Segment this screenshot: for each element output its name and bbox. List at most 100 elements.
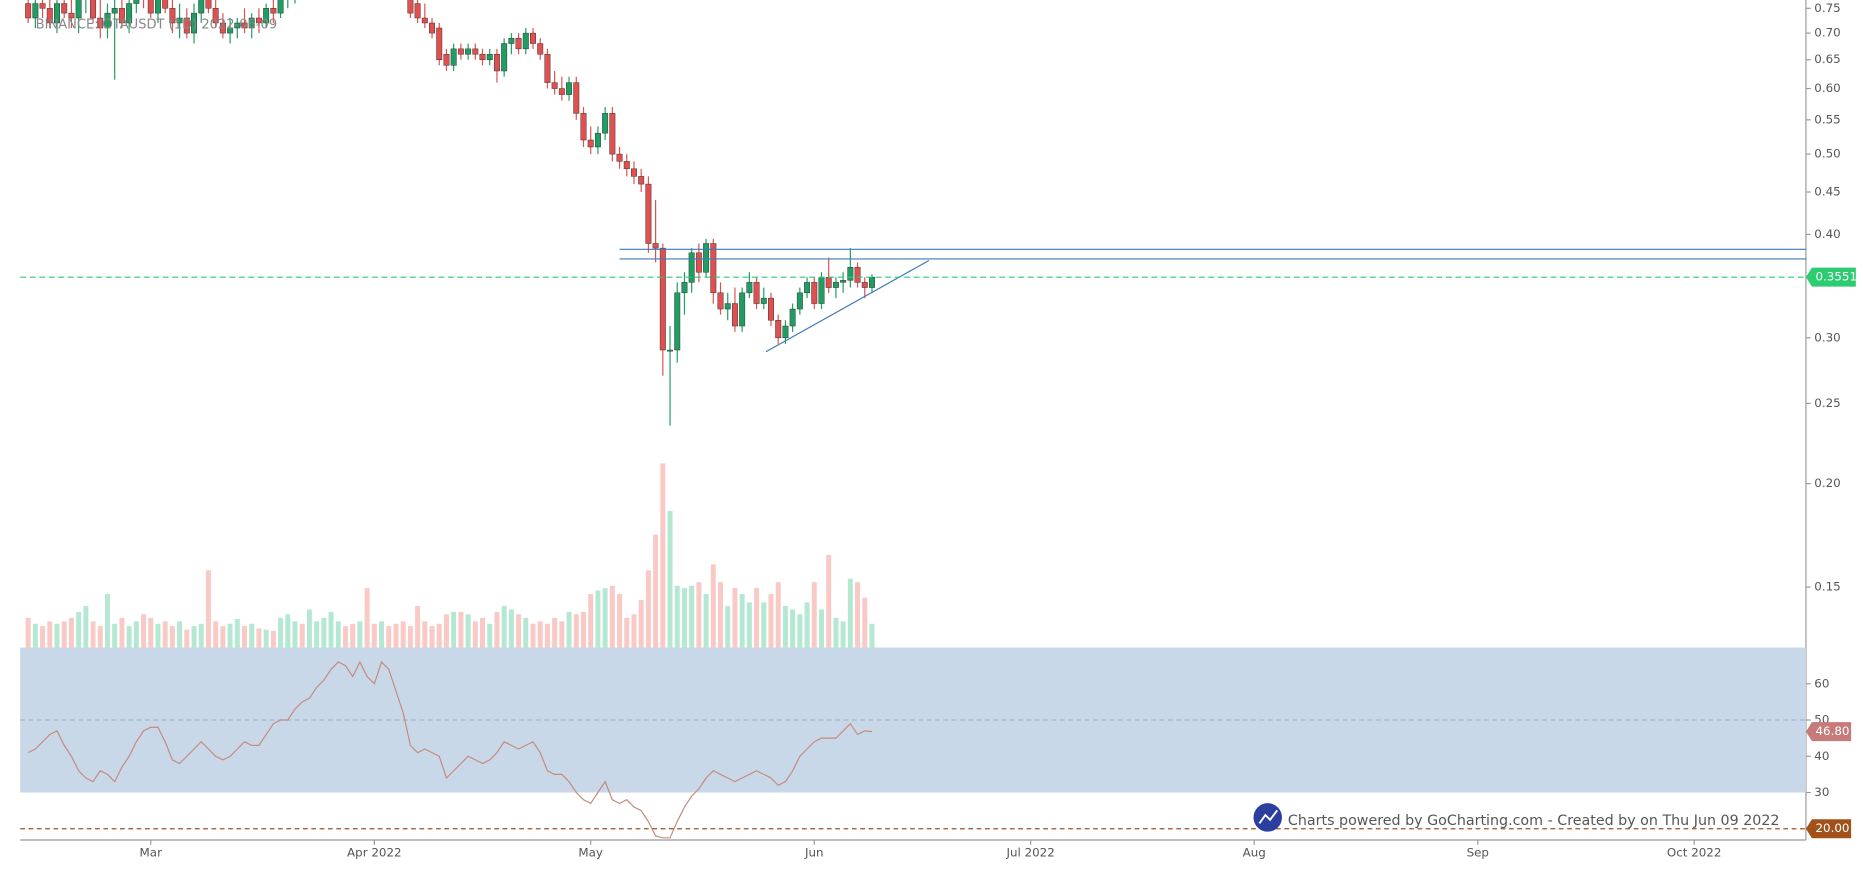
volume-bar: [429, 626, 435, 648]
x-tick-label: May: [578, 846, 603, 860]
volume-bar: [47, 621, 53, 648]
volume-bar: [126, 626, 132, 648]
x-tick-label: Jul 2022: [1005, 846, 1054, 860]
y-tick-label: 0.40: [1814, 227, 1840, 241]
volume-bar: [732, 588, 738, 648]
volume-bar: [83, 605, 89, 648]
volume-bar: [299, 623, 305, 648]
volume-bar: [689, 585, 695, 648]
volume-bar: [112, 623, 118, 648]
volume-bar: [213, 621, 219, 648]
candle-body: [248, 17, 255, 29]
background-layer: [20, 647, 1806, 793]
candle-body: [616, 153, 623, 162]
volume-bar: [306, 609, 312, 648]
x-tick-label: Aug: [1243, 846, 1266, 860]
candle-body: [717, 292, 724, 310]
volume-bar: [754, 588, 760, 648]
volume-bar: [811, 582, 817, 648]
volume-bar: [148, 617, 154, 648]
volume-bar: [516, 614, 522, 648]
volume-bar: [141, 614, 147, 648]
candle-body: [147, 0, 154, 14]
candle-body: [558, 88, 565, 95]
y-tick-label: 0.25: [1814, 396, 1840, 410]
candle-body: [681, 282, 688, 294]
candle-body: [840, 280, 847, 283]
candle-body: [263, 8, 270, 24]
volume-bar: [256, 628, 262, 648]
candle-body: [847, 267, 854, 281]
candle-body: [169, 8, 176, 24]
candle-body: [450, 48, 457, 66]
volume-bar: [855, 582, 861, 648]
candle-body: [205, 0, 212, 9]
overlay-layer: 0.75 0.70 0.65 0.60 0.55 0.50 0.45 0.40 0.30 0.25…: [20, 1, 1857, 860]
candle-body: [825, 277, 832, 288]
candle-body: [753, 282, 760, 304]
candle-body: [32, 3, 39, 19]
volume-bar: [696, 582, 702, 648]
volume-bar: [761, 602, 767, 648]
volume-bar: [220, 626, 226, 648]
rsi-last-marker: [1805, 722, 1852, 742]
volume-bar: [480, 617, 486, 648]
volume-layer: [25, 463, 875, 648]
volume-bar: [393, 623, 399, 648]
volume-bar: [407, 626, 413, 648]
candle-body: [176, 17, 183, 24]
candle-body: [739, 292, 746, 327]
volume-bar: [104, 594, 110, 648]
candle-body: [111, 8, 118, 14]
volume-bar: [90, 621, 96, 648]
candle-body: [234, 22, 241, 29]
candle-body: [465, 48, 472, 55]
volume-bar: [357, 621, 363, 648]
last-price-marker: [1805, 267, 1856, 287]
volume-bar: [191, 626, 197, 648]
volume-bar: [494, 611, 500, 648]
volume-bar: [61, 621, 67, 648]
volume-bar: [826, 554, 832, 648]
candle-body: [688, 252, 695, 283]
volume-bar: [205, 570, 211, 648]
candle-body: [414, 3, 421, 19]
volume-bar: [119, 617, 125, 648]
candle-body: [183, 17, 190, 34]
candle-body: [443, 54, 450, 66]
volume-bar: [818, 609, 824, 648]
volume-bar: [530, 623, 536, 648]
volume-bar: [869, 623, 875, 648]
y-tick-label: 0.45: [1814, 185, 1840, 199]
candle-body: [508, 38, 515, 44]
y-tick-label: 0.70: [1814, 26, 1840, 40]
candle-body: [530, 32, 536, 44]
watermark-logo-icon: [1258, 809, 1279, 824]
volume-bar: [371, 623, 377, 648]
candle-body: [667, 349, 674, 352]
candle-body: [804, 282, 811, 294]
candle-body: [241, 22, 248, 29]
candle-body: [219, 22, 226, 34]
candle-body: [623, 161, 630, 170]
candle-body: [602, 113, 609, 134]
volume-bar: [588, 594, 594, 648]
volume-bar: [746, 602, 752, 648]
candle-body: [760, 297, 767, 304]
volume-bar: [667, 510, 673, 648]
candle-body: [796, 292, 803, 310]
volume-bar: [32, 623, 38, 648]
volume-bar: [725, 605, 731, 648]
last-price-label: 0.3551: [1815, 270, 1857, 284]
volume-bar: [487, 623, 493, 648]
candle-body: [90, 0, 97, 19]
volume-bar: [415, 605, 421, 648]
candle-body: [782, 325, 789, 339]
volume-bar: [617, 594, 623, 648]
candle-body: [710, 243, 717, 294]
volume-bar: [458, 611, 464, 648]
volume-bar: [177, 621, 183, 648]
rsi-level-label: 20.00: [1815, 821, 1849, 835]
rsi-tick-label: 40: [1814, 749, 1829, 763]
candle-body: [645, 183, 652, 244]
